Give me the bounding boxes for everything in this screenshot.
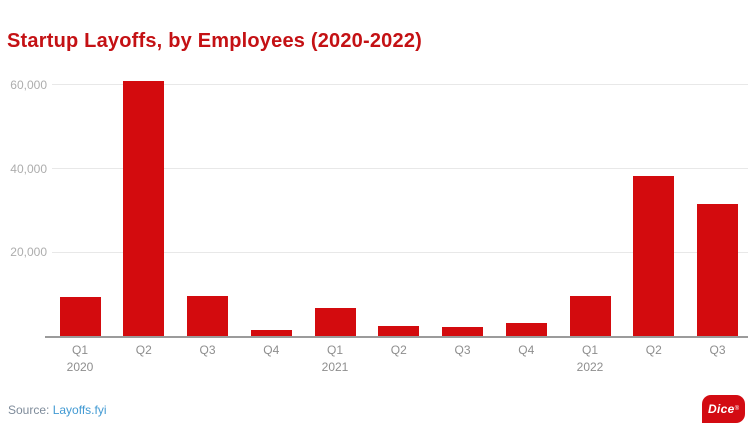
chart-title: Startup Layoffs, by Employees (2020-2022… bbox=[7, 30, 423, 52]
bar bbox=[59, 296, 101, 336]
bar bbox=[569, 296, 611, 336]
bar bbox=[505, 322, 547, 336]
x-tick-label: Q3 bbox=[454, 343, 471, 357]
x-tick-label: Q2 bbox=[390, 343, 407, 357]
bar bbox=[442, 327, 483, 336]
dice-logo-text: Dice bbox=[708, 402, 735, 416]
bar bbox=[378, 325, 420, 336]
x-tick-label: Q2 bbox=[645, 343, 662, 357]
bar bbox=[697, 203, 738, 336]
bar bbox=[633, 176, 675, 336]
x-tick-label: Q1 bbox=[326, 343, 343, 357]
source-label: Source: bbox=[8, 403, 53, 417]
year-label: 2022 bbox=[576, 360, 604, 374]
x-tick-label: Q1 bbox=[71, 343, 88, 357]
x-tick-label: Q4 bbox=[263, 343, 280, 357]
dice-logo[interactable]: Dice ® bbox=[702, 395, 745, 423]
gridline bbox=[52, 84, 748, 86]
gridline bbox=[52, 168, 748, 170]
x-tick-label: Q1 bbox=[581, 343, 598, 357]
x-tick-label: Q3 bbox=[199, 343, 216, 357]
year-label: 2020 bbox=[66, 360, 94, 374]
y-tick-label: 40,000 bbox=[10, 161, 47, 176]
x-tick-label: Q4 bbox=[518, 343, 535, 357]
y-tick-label: 60,000 bbox=[10, 77, 47, 92]
x-tick-label: Q3 bbox=[709, 343, 726, 357]
source-link[interactable]: Layoffs.fyi bbox=[52, 403, 107, 417]
x-tick-label: Q2 bbox=[135, 343, 152, 357]
bar bbox=[250, 329, 292, 336]
bar bbox=[123, 81, 165, 336]
year-label: 2021 bbox=[321, 360, 349, 374]
gridline bbox=[52, 251, 748, 253]
dice-logo-trademark: ® bbox=[734, 406, 739, 412]
y-tick-label: 20,000 bbox=[10, 245, 47, 260]
bar bbox=[187, 295, 228, 336]
source-line: Source: Layoffs.fyi bbox=[8, 403, 107, 417]
x-axis-line bbox=[45, 336, 748, 338]
bar bbox=[314, 308, 356, 336]
